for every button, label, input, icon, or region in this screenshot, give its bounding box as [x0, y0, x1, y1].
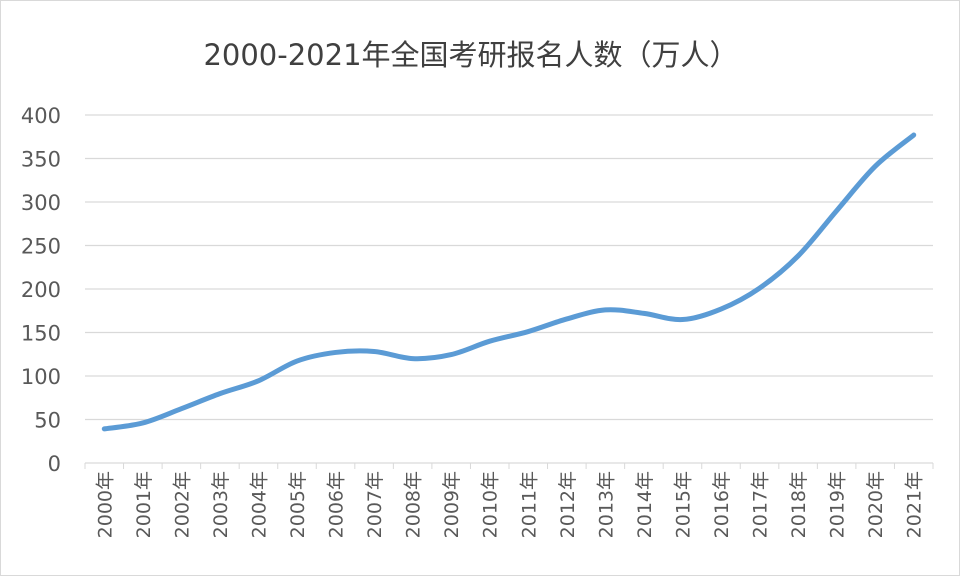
x-tick-label: 2013年 [595, 471, 617, 538]
y-tick-label: 100 [21, 365, 61, 389]
y-tick-label: 300 [21, 191, 61, 215]
y-tick-label: 50 [34, 409, 61, 433]
y-tick-label: 250 [21, 235, 61, 259]
x-tick-label: 2009年 [441, 471, 463, 538]
x-tick-label: 2005年 [287, 471, 309, 538]
x-tick-label: 2001年 [133, 471, 155, 538]
x-tick-label: 2008年 [403, 471, 425, 538]
series-line [104, 135, 913, 429]
y-tick-label: 150 [21, 322, 61, 346]
chart-title: 2000-2021年全国考研报名人数（万人） [203, 38, 738, 72]
y-tick-label: 400 [21, 104, 61, 128]
x-tick-label: 2016年 [711, 471, 733, 538]
y-tick-label: 350 [21, 148, 61, 172]
x-tick-label: 2019年 [827, 471, 849, 538]
x-tick-label: 2003年 [210, 471, 232, 538]
x-tick-label: 2014年 [634, 471, 656, 538]
x-tick-label: 2017年 [750, 471, 772, 538]
x-tick-label: 2018年 [788, 471, 810, 538]
x-tick-label: 2015年 [672, 471, 694, 538]
x-tick-label: 2010年 [480, 471, 502, 538]
x-tick-label: 2020年 [865, 471, 887, 538]
x-tick-label: 2000年 [94, 471, 116, 538]
x-tick-label: 2012年 [557, 471, 579, 538]
x-tick-label: 2002年 [171, 471, 193, 538]
x-tick-label: 2021年 [904, 471, 926, 538]
y-tick-label: 0 [48, 452, 61, 476]
x-tick-label: 2004年 [248, 471, 270, 538]
y-tick-label: 200 [21, 278, 61, 302]
x-tick-label: 2007年 [364, 471, 386, 538]
x-tick-label: 2006年 [326, 471, 348, 538]
x-tick-label: 2011年 [518, 471, 540, 538]
